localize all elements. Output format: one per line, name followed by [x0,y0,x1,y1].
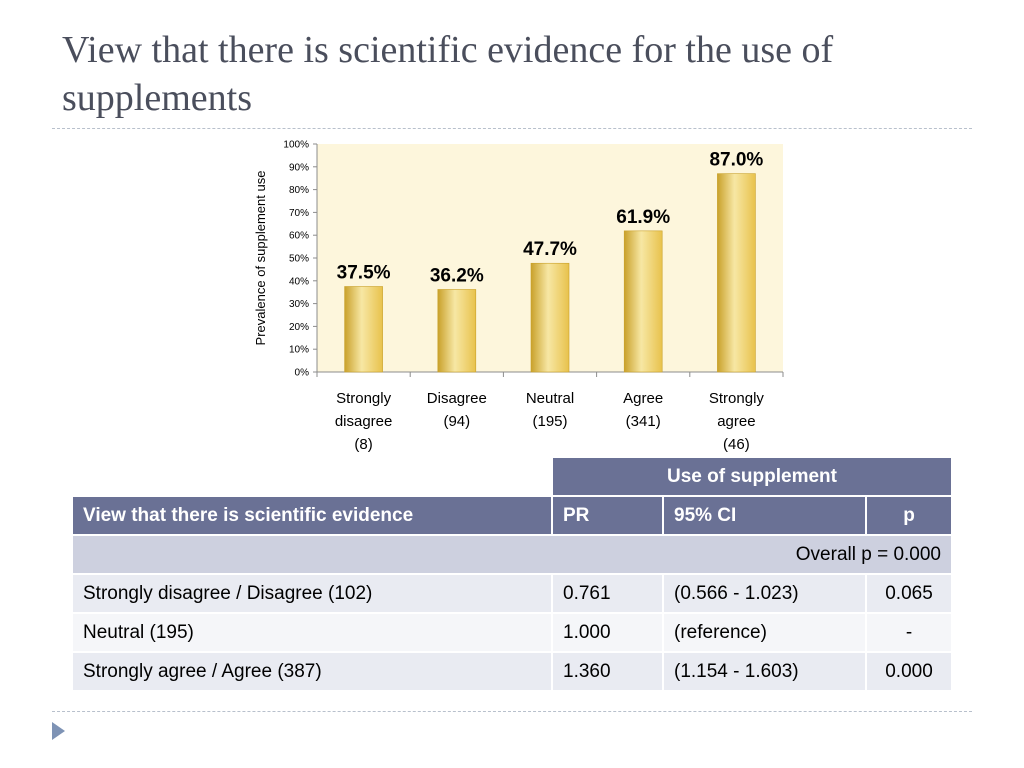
data-label: 36.2% [430,265,484,286]
pr-cell: 0.761 [551,573,664,614]
x-category-label: Strongly [709,390,765,407]
row-label: Neutral (195) [71,612,553,653]
data-label: 87.0% [709,150,763,171]
y-tick-label: 100% [283,140,309,151]
slide-title: View that there is scientific evidence f… [62,29,834,119]
y-tick-label: 50% [289,254,309,265]
y-tick-label: 40% [289,276,309,287]
p-cell: - [865,612,953,653]
table-row: Neutral (195) 1.000 (reference) - [71,612,953,653]
x-category-label: Agree [623,390,663,407]
y-tick-label: 20% [289,322,309,333]
bar [437,289,477,373]
ci-cell: (reference) [662,612,867,653]
group-header: Use of supplement [551,456,953,497]
ci-cell: (1.154 - 1.603) [662,651,867,692]
y-tick-label: 80% [289,185,309,196]
table-corner-blank [71,456,553,497]
ci-cell: (0.566 - 1.023) [662,573,867,614]
y-tick-label: 60% [289,231,309,242]
pr-cell: 1.000 [551,612,664,653]
row-label: Strongly disagree / Disagree (102) [71,573,553,614]
overall-p-row: Overall p = 0.000 [71,534,953,575]
x-category-label: agree [717,413,755,430]
x-category-label: (195) [532,413,567,430]
p-cell: 0.065 [865,573,953,614]
x-category-label: Neutral [526,390,574,407]
y-tick-label: 30% [289,299,309,310]
y-tick-label: 10% [289,345,309,356]
p-cell: 0.000 [865,651,953,692]
y-axis-label: Prevalence of supplement use [253,171,268,346]
column-header-pr: PR [551,495,664,536]
y-tick-label: 90% [289,162,309,173]
column-header-ci: 95% CI [662,495,867,536]
x-category-label: Disagree [427,390,487,407]
results-table: Use of supplement View that there is sci… [71,456,953,692]
x-category-label: (341) [626,413,661,430]
bar-chart: 0% 10% 20% 30% 40% 50% 60% 70% 80% 90% 100% Prevale… [253,140,784,453]
y-tick-label: 70% [289,208,309,219]
x-category-label: (8) [354,436,372,453]
column-header-p: p [865,495,953,536]
bar [344,286,383,373]
row-label: Strongly agree / Agree (387) [71,651,553,692]
title-divider [52,128,972,129]
bar [717,173,756,373]
data-label: 47.7% [523,239,577,260]
data-label: 37.5% [337,263,391,284]
x-category-label: (46) [723,436,750,453]
pr-cell: 1.360 [551,651,664,692]
footer-divider [52,711,972,712]
slide-bullet-icon [52,722,65,740]
x-category-label: Strongly [336,390,392,407]
bar [530,262,570,373]
x-category-label: disagree [335,413,393,430]
x-category-label: (94) [443,413,470,430]
table-row: Strongly disagree / Disagree (102) 0.761… [71,573,953,614]
data-label: 61.9% [616,207,670,228]
bar [623,230,663,373]
table-row: Strongly agree / Agree (387) 1.360 (1.15… [71,651,953,692]
y-tick-label: 0% [295,368,310,379]
column-header-view: View that there is scientific evidence [71,495,553,536]
